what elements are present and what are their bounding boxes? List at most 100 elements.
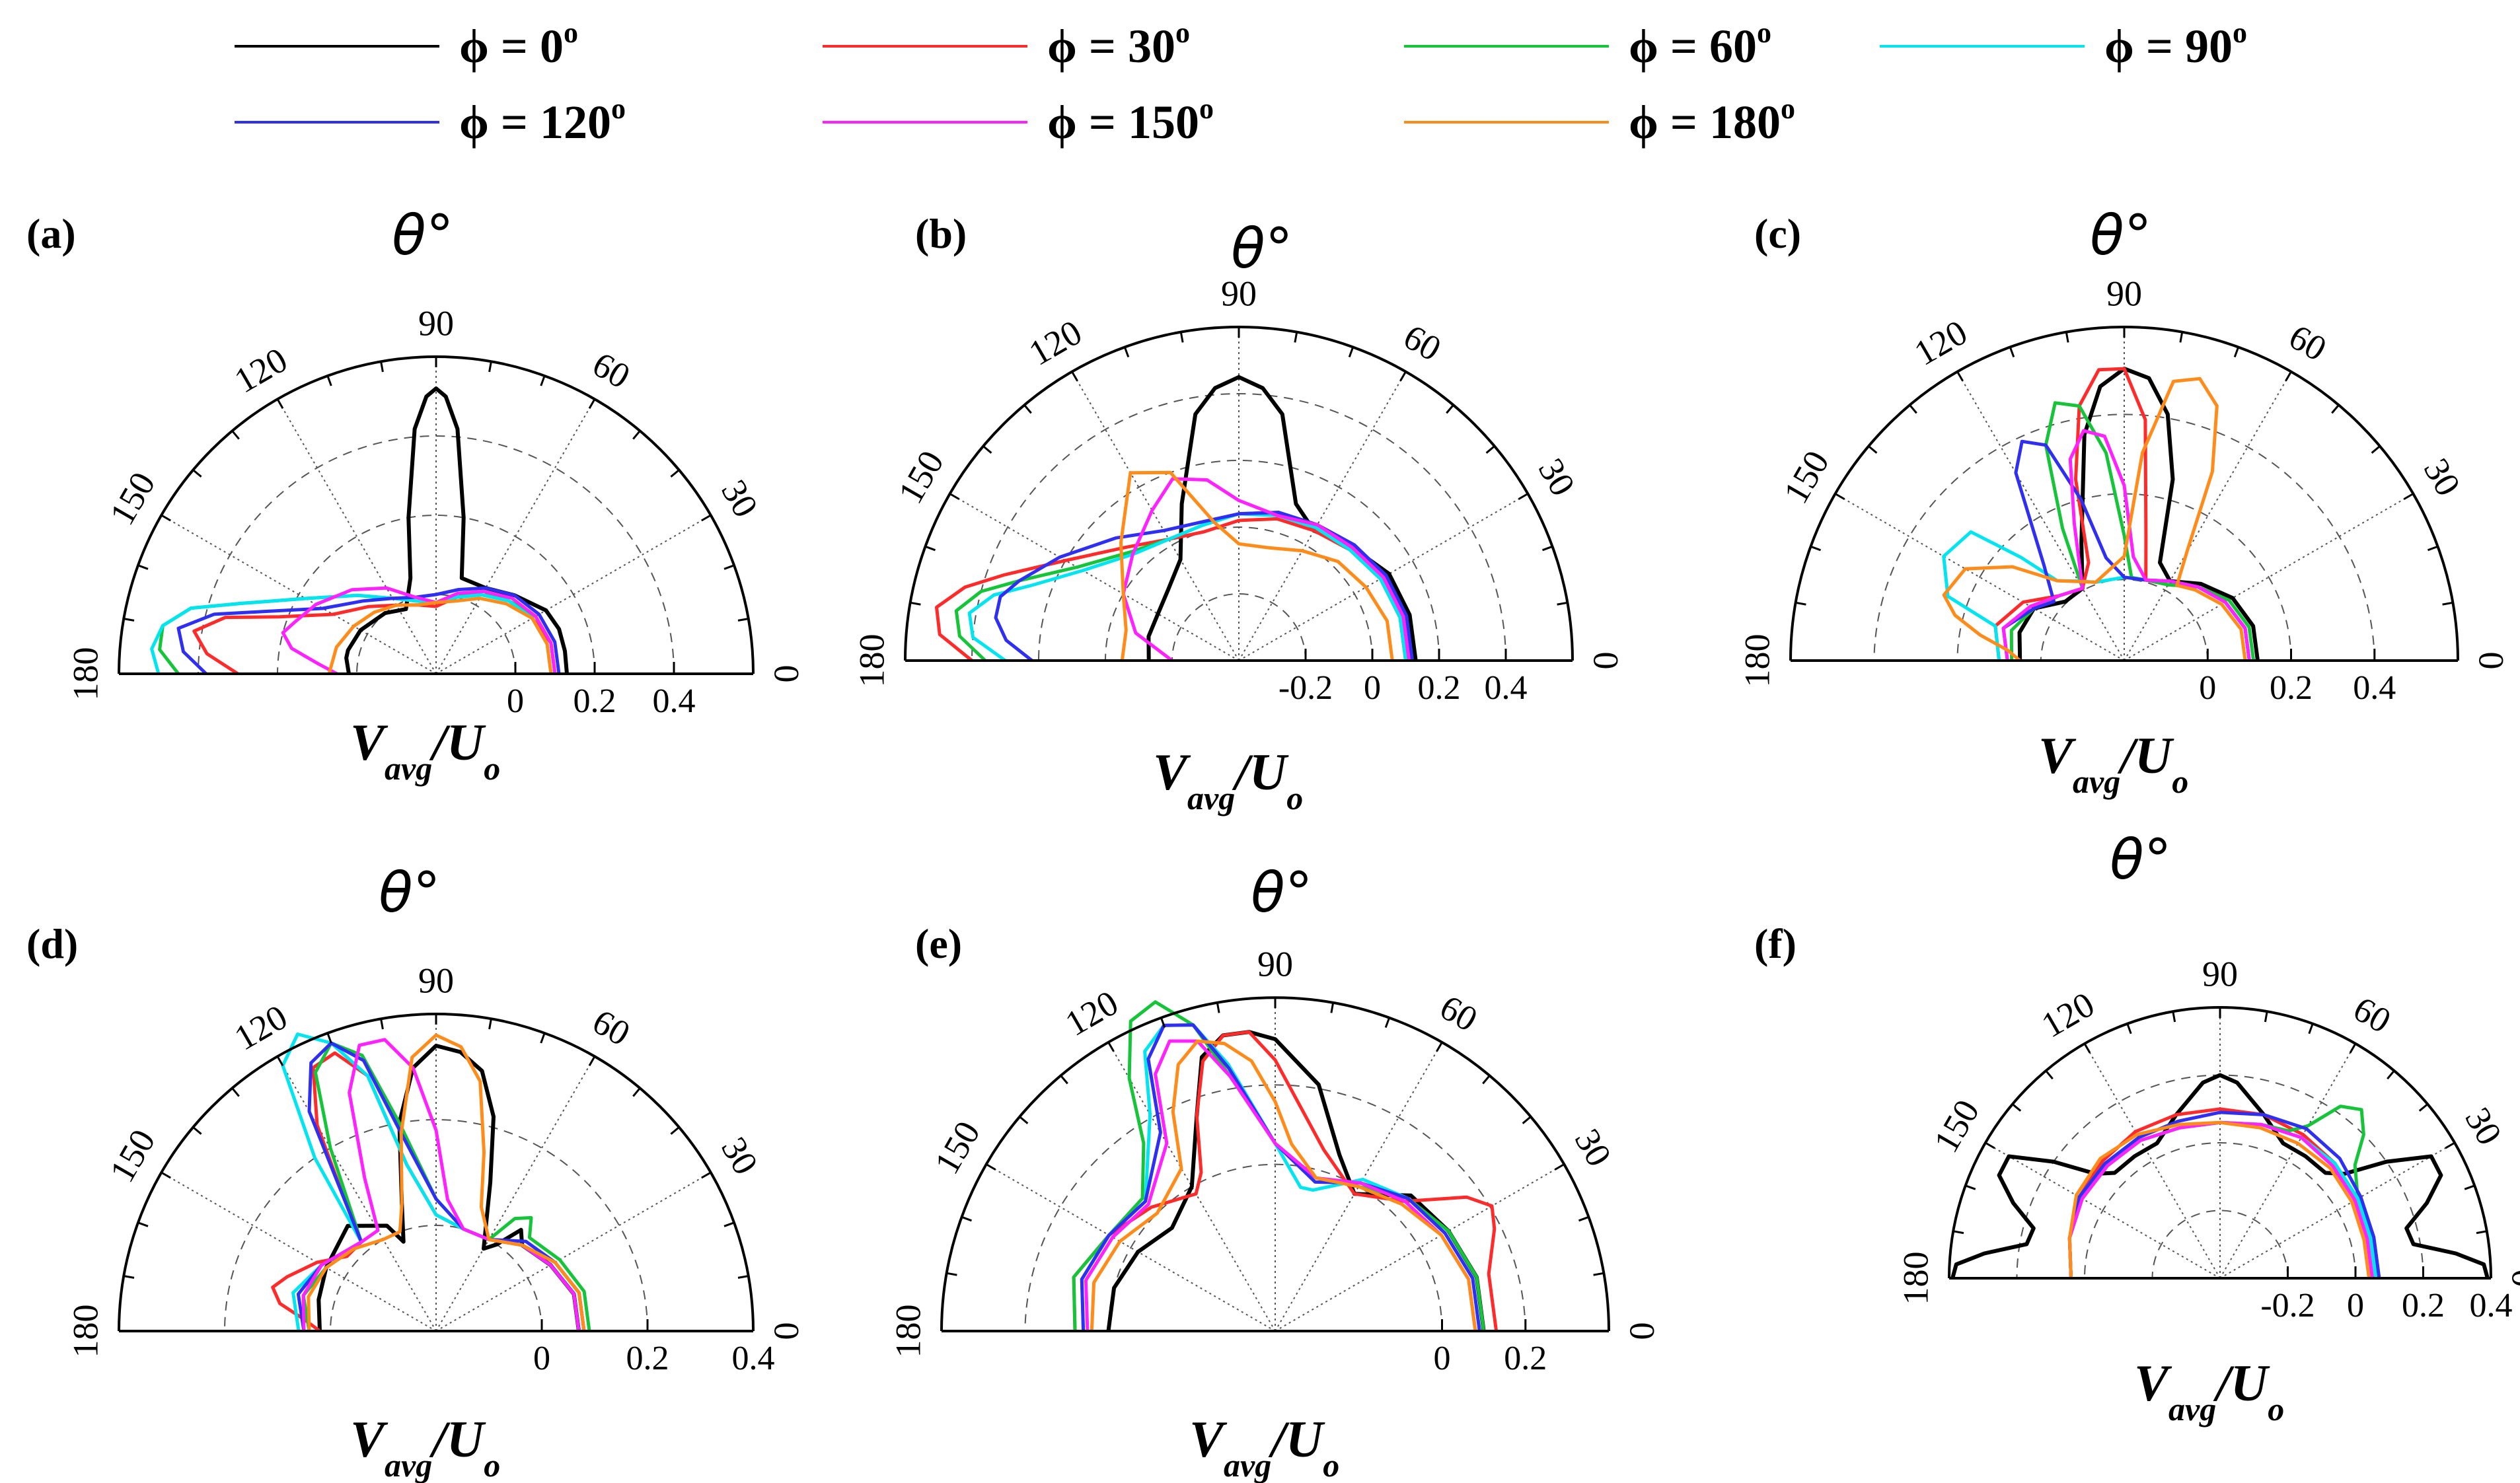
angle-tickmark bbox=[670, 469, 680, 478]
angle-tickmark bbox=[124, 1275, 135, 1279]
angle-tickmark bbox=[670, 1126, 680, 1135]
radial-tick-label: 0 bbox=[507, 682, 524, 720]
series-line bbox=[2001, 429, 2251, 661]
legend: ϕ = 0o ϕ = 30o ϕ = 60o ϕ = 90o ϕ = 120o ϕ = 1… bbox=[235, 17, 2247, 149]
series-line bbox=[1072, 1030, 1499, 1332]
range-ring bbox=[1873, 414, 2375, 661]
legend-item: ϕ = 90o bbox=[1880, 17, 2247, 73]
angle-tickmark bbox=[588, 398, 596, 409]
x-axis-label: Vavg/Uo bbox=[1153, 743, 1303, 816]
angle-tickmark bbox=[380, 361, 384, 373]
series-line bbox=[307, 1033, 586, 1332]
angle-tickmark bbox=[1019, 1116, 1029, 1124]
series-line bbox=[176, 586, 561, 675]
angle-tick-label: 90 bbox=[2106, 273, 2142, 313]
angle-tickmark bbox=[1348, 346, 1354, 358]
angle-tick-label: 150 bbox=[891, 444, 951, 510]
series-line bbox=[1080, 1023, 1481, 1332]
angle-tickmark bbox=[2427, 545, 2439, 552]
axis-title: θ° bbox=[2110, 827, 2171, 892]
angle-tick-label: 90 bbox=[2202, 954, 2238, 994]
angle-tick-label: 120 bbox=[2035, 984, 2101, 1045]
angle-gridline bbox=[2219, 1043, 2356, 1279]
angle-tickmark bbox=[1107, 1041, 1115, 1052]
axis-title: θ° bbox=[2090, 203, 2151, 268]
angle-tickmark bbox=[961, 1215, 973, 1222]
angle-tick-label: 150 bbox=[102, 466, 163, 532]
angle-tickmark bbox=[2387, 1069, 2395, 1080]
radial-tick-label: 0.2 bbox=[574, 682, 616, 720]
angle-tickmark bbox=[1216, 1002, 1220, 1013]
angle-tick-label: 120 bbox=[228, 340, 294, 400]
polar-panel: 0 30 60 90 120 150 180 0 0.2 0.4 (c) θ° Vavg/Uo bbox=[1737, 203, 2511, 800]
angle-tickmark bbox=[1160, 1017, 1166, 1029]
angle-tickmark bbox=[1436, 1041, 1443, 1052]
angle-tick-label: 0 bbox=[1623, 1322, 1662, 1340]
angle-tickmark bbox=[632, 430, 641, 440]
radial-tick-label: 0.2 bbox=[2402, 1287, 2445, 1324]
angle-tickmark bbox=[540, 1032, 546, 1044]
angle-tickmark bbox=[1482, 1075, 1491, 1085]
angle-tickmark bbox=[540, 375, 546, 386]
angle-tickmark bbox=[2009, 346, 2015, 358]
radial-tick-label: 0 bbox=[1434, 1340, 1451, 1377]
panel-label: (e) bbox=[915, 920, 962, 967]
angle-tickmark bbox=[588, 1056, 596, 1066]
angle-tickmark bbox=[276, 1056, 284, 1066]
series-line bbox=[1119, 470, 1394, 661]
series-line bbox=[1993, 367, 2251, 661]
angle-tickmark bbox=[1446, 404, 1454, 414]
range-ring bbox=[1024, 1084, 1526, 1332]
polar-panel: 0 30 60 90 120 150 180 -0.2 0 0.2 0.4 (f) θ° Vavg/Uo bbox=[1754, 827, 2520, 1428]
angle-tick-label: 0 bbox=[2505, 1270, 2520, 1287]
angle-tickmark bbox=[1868, 445, 1878, 454]
angle-gridline bbox=[435, 1056, 595, 1332]
series-line bbox=[281, 1032, 581, 1332]
angle-tick-label: 180 bbox=[1896, 1252, 1935, 1305]
axis-title: θ° bbox=[379, 860, 440, 925]
angle-tickmark bbox=[326, 375, 332, 386]
series-line bbox=[1950, 1073, 2490, 1279]
angle-tickmark bbox=[2349, 1043, 2357, 1054]
angle-tickmark bbox=[2126, 1023, 2132, 1034]
range-ring bbox=[1171, 593, 1306, 661]
range-ring bbox=[198, 435, 675, 674]
radial-tick-label: 0.2 bbox=[626, 1340, 669, 1377]
axis-title: θ° bbox=[1231, 216, 1292, 281]
radial-tick-label: 0 bbox=[2347, 1287, 2364, 1324]
panel-label: (a) bbox=[26, 210, 76, 257]
angle-tickmark bbox=[1179, 332, 1184, 343]
radial-tick-label: 0.2 bbox=[1504, 1340, 1547, 1377]
angle-tickmark bbox=[1330, 1002, 1335, 1013]
angle-tick-label: 120 bbox=[1058, 983, 1125, 1044]
legend-item: ϕ = 120o bbox=[235, 92, 626, 149]
angle-tickmark bbox=[231, 430, 240, 440]
angle-tick-label: 60 bbox=[586, 344, 637, 396]
range-ring bbox=[2040, 579, 2209, 661]
angle-tickmark bbox=[1541, 545, 1553, 552]
series-line bbox=[2017, 367, 2260, 661]
legend-label: ϕ = 30o bbox=[1047, 17, 1190, 73]
angle-tickmark bbox=[231, 1087, 240, 1097]
angle-tickmark bbox=[1023, 404, 1032, 414]
polar-panel: 0 30 60 90 120 150 180 0 0.2 0.4 (a) θ° Vavg/Uo bbox=[26, 203, 807, 787]
series-line bbox=[1942, 377, 2247, 662]
x-axis-label: Vavg/Uo bbox=[350, 1410, 500, 1483]
x-axis-label: Vavg/Uo bbox=[1189, 1410, 1339, 1483]
angle-tickmark bbox=[2403, 493, 2414, 500]
angle-tickmark bbox=[1795, 601, 1806, 606]
angle-tickmark bbox=[488, 361, 492, 373]
angle-tickmark bbox=[192, 1126, 202, 1135]
angle-tickmark bbox=[985, 1163, 996, 1171]
panel-label: (f) bbox=[1754, 920, 1797, 967]
angle-gridline bbox=[277, 398, 437, 674]
angle-tick-label: 60 bbox=[586, 1001, 637, 1054]
angle-tickmark bbox=[2442, 601, 2453, 606]
angle-tick-label: 180 bbox=[65, 647, 105, 701]
angle-tickmark bbox=[1071, 371, 1078, 382]
radial-tick-label: 0 bbox=[1364, 669, 1381, 707]
series-line bbox=[2067, 1110, 2381, 1279]
angle-tick-label: 0 bbox=[767, 665, 807, 683]
angle-tickmark bbox=[1834, 493, 1845, 500]
angle-tickmark bbox=[2065, 332, 2069, 343]
